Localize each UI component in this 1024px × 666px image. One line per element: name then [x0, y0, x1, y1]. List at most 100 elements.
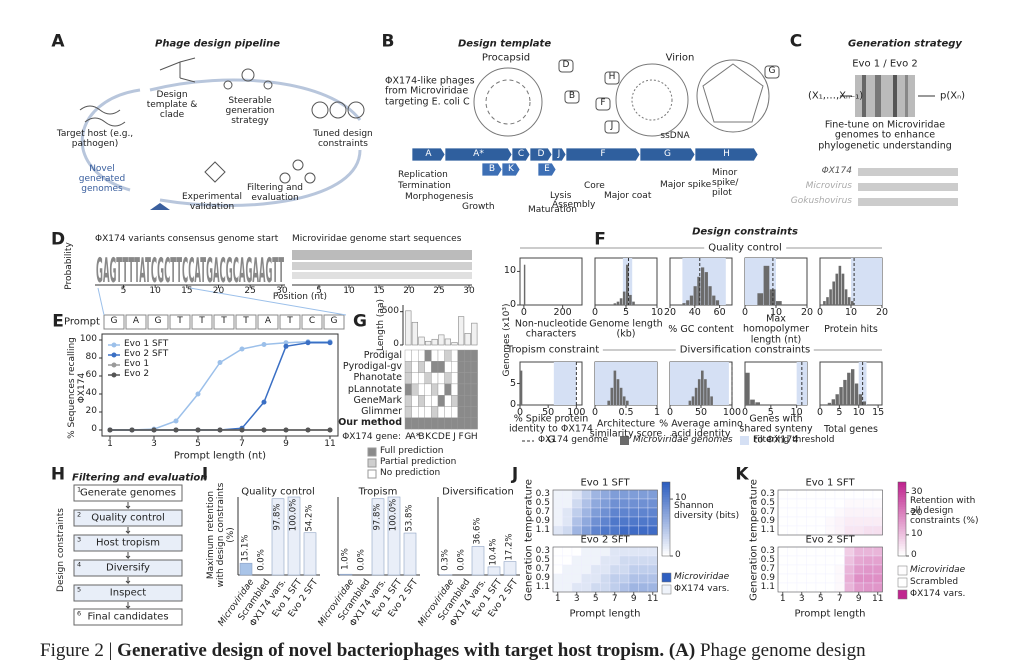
heat-cell [628, 507, 639, 518]
prediction-cell [451, 383, 459, 396]
prediction-cell [418, 383, 426, 396]
x-tick-label: 0.5 [618, 406, 634, 418]
y-axis-label: Length (aa) [376, 299, 387, 351]
x-axis-label: Genome length (kb) [589, 318, 663, 340]
heat-cell [628, 525, 639, 536]
value-label: 0.0% [456, 549, 467, 571]
y-tick-label: 0.5 [760, 554, 775, 565]
legend-swatch [367, 447, 377, 457]
prediction-cell [437, 372, 445, 385]
prompt-base: A [264, 316, 272, 327]
colorbar-step [662, 516, 670, 520]
x-axis-label: Max homopolymer length (nt) [742, 313, 809, 346]
prediction-cell [437, 395, 445, 407]
gene-arrow [639, 147, 696, 162]
y-tick-label: 1.1 [760, 581, 775, 592]
caption-panel: (A) [668, 640, 696, 661]
value-label: 1.0% [340, 548, 351, 571]
structure-label: J [610, 121, 614, 132]
panel-title: Filtering and evaluation [72, 472, 208, 484]
hist-bar [707, 387, 710, 405]
colorbar-step [662, 531, 670, 535]
heat-cell [552, 573, 563, 584]
capsid-label: Procapsid [481, 52, 531, 64]
prediction-cell [444, 372, 452, 385]
colorbar-step [662, 491, 670, 495]
pipeline-step: Novel generated genomes [78, 164, 126, 194]
tool-label: Phanotate [353, 372, 402, 384]
heat-cell [787, 507, 798, 518]
value-label: 100.0% [388, 498, 399, 532]
hist-bar [847, 372, 851, 405]
panel-letter: G [353, 311, 367, 332]
heat-cell [638, 555, 649, 566]
heat-cell [619, 582, 630, 593]
prompt-box [125, 314, 147, 330]
heat-cell [552, 489, 563, 500]
length-bar [444, 338, 452, 346]
heat-cell [853, 516, 864, 527]
input-label: (X₁,…,Xₙ₋₁) [808, 90, 864, 102]
heat-cell [600, 582, 611, 593]
heat-cell [647, 498, 658, 509]
heat-cell [787, 573, 798, 584]
prediction-cell [424, 361, 432, 373]
prediction-cell [470, 349, 478, 362]
hist-bar [629, 294, 632, 305]
panel-letter: K [735, 464, 749, 485]
pipeline-step: Tuned design constraints [313, 129, 373, 149]
step-number: 4 [77, 560, 82, 569]
prediction-cell [437, 383, 445, 396]
heat-cell [628, 516, 639, 527]
colorbar-step [662, 543, 670, 547]
legend-label: Filtering threshold [753, 435, 835, 446]
hist-bar [843, 379, 847, 405]
prediction-cell [464, 372, 472, 385]
colorbar-step [662, 496, 670, 500]
heat-cell [787, 546, 798, 557]
heat-cell [571, 507, 582, 518]
x-tick-label: 0 [666, 406, 674, 418]
heat-cell [638, 564, 649, 575]
threshold-shade [553, 362, 577, 405]
heat-cell [571, 498, 582, 509]
heat-cell [796, 555, 807, 566]
heat-cell [815, 498, 826, 509]
prediction-cell [411, 349, 419, 362]
heat-cell [638, 546, 649, 557]
x-tick-label: 11 [647, 594, 659, 605]
colorbar-step [898, 506, 906, 510]
gene-function: Assembly [552, 200, 596, 211]
hist-bar [844, 289, 848, 305]
x-tick-label: 5 [592, 594, 599, 605]
y-tick-label: 100 [79, 334, 97, 345]
colorbar-step [898, 541, 906, 544]
gene-label: G [664, 149, 671, 160]
genome-label: ΦX174 [821, 166, 852, 177]
prediction-cell [464, 417, 472, 430]
heat-cell [571, 573, 582, 584]
y-tick-label: 0 [509, 298, 516, 310]
legend-hist [620, 436, 629, 445]
y-tick-label: 20 [85, 406, 97, 417]
heat-cell [571, 582, 582, 593]
gene-label: E [544, 164, 550, 175]
prediction-cell [464, 361, 472, 373]
y-tick-label: 60 [85, 370, 97, 381]
logo-title: Microviridae genome start sequences [292, 234, 462, 245]
heat-cell [590, 498, 601, 509]
colorbar-step [898, 514, 906, 517]
step-number: 6 [77, 609, 82, 618]
heat-cell [853, 498, 864, 509]
heat-cell [590, 573, 601, 584]
heat-cell [600, 564, 611, 575]
series-point [305, 427, 311, 433]
hist-bar [682, 303, 686, 305]
retention-bar [503, 561, 517, 576]
heat-cell [619, 546, 630, 557]
heat-cell [853, 582, 864, 593]
heat-cell [834, 555, 845, 566]
x-tick-label: 5 [767, 406, 774, 418]
panel-title: Phage design pipeline [155, 38, 280, 50]
heat-cell [825, 573, 836, 584]
